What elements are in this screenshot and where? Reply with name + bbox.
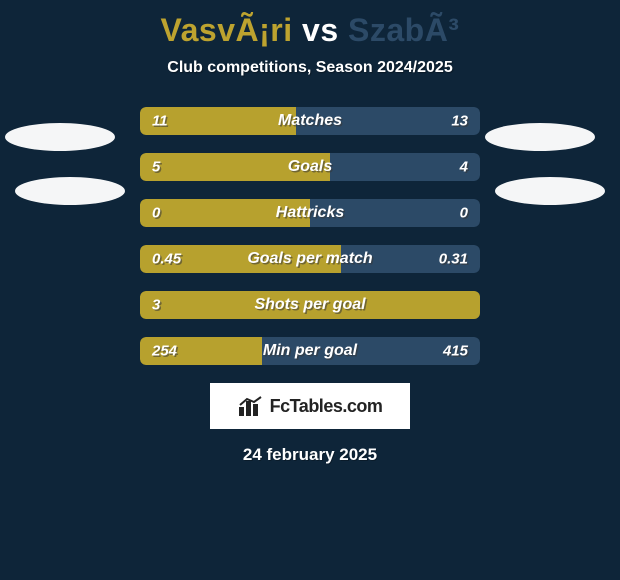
decorative-oval (5, 123, 115, 151)
bars-icon (238, 395, 264, 417)
metric-label: Min per goal (263, 342, 357, 360)
metric-label: Goals per match (247, 250, 372, 268)
stat-row: 5 4 Goals (140, 153, 480, 181)
value-left: 3 (152, 297, 160, 314)
decorative-oval (485, 123, 595, 151)
vs-text: vs (302, 12, 339, 48)
value-right: 0.31 (439, 251, 468, 268)
subtitle: Club competitions, Season 2024/2025 (0, 59, 620, 77)
player1-name: VasvÃ¡ri (161, 12, 293, 48)
stat-row: 11 13 Matches (140, 107, 480, 135)
value-left: 5 (152, 159, 160, 176)
bar-right (330, 153, 480, 181)
stat-row: 254 415 Min per goal (140, 337, 480, 365)
player2-name: SzabÃ³ (348, 12, 459, 48)
value-right: 13 (451, 113, 468, 130)
metric-label: Shots per goal (254, 296, 365, 314)
comparison-card: VasvÃ¡ri vs SzabÃ³ Club competitions, Se… (0, 0, 620, 580)
value-right: 0 (460, 205, 468, 222)
stat-row: 0.45 0.31 Goals per match (140, 245, 480, 273)
metric-label: Matches (278, 112, 342, 130)
page-title: VasvÃ¡ri vs SzabÃ³ (0, 0, 620, 49)
logo-text: FcTables.com (270, 396, 383, 417)
value-left: 11 (152, 113, 168, 130)
value-left: 0.45 (152, 251, 181, 268)
decorative-oval (15, 177, 125, 205)
value-right: 4 (460, 159, 468, 176)
metric-label: Hattricks (276, 204, 344, 222)
date-label: 24 february 2025 (0, 445, 620, 465)
value-right: 415 (443, 343, 468, 360)
fctables-logo[interactable]: FcTables.com (210, 383, 410, 429)
value-left: 0 (152, 205, 160, 222)
value-left: 254 (152, 343, 177, 360)
stat-row: 0 0 Hattricks (140, 199, 480, 227)
metric-label: Goals (288, 158, 332, 176)
stat-row: 3 Shots per goal (140, 291, 480, 319)
decorative-oval (495, 177, 605, 205)
